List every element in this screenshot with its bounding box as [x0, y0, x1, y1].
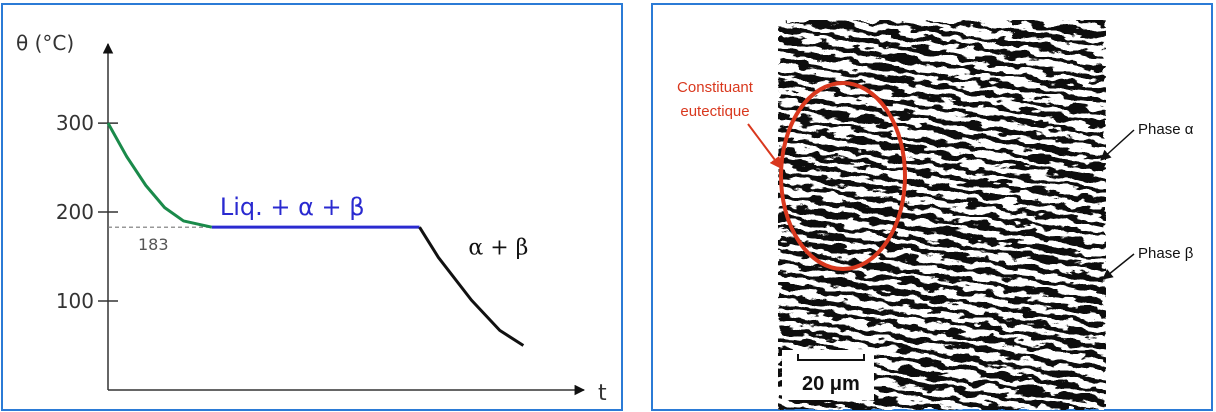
- phase-arrow: [1100, 129, 1135, 161]
- panel-frame: [1, 3, 623, 411]
- scale-bar: [797, 354, 865, 361]
- micrograph: 20 μm Constituant eutectique Phase α Pha…: [677, 20, 1194, 410]
- data-line: [106, 122, 213, 229]
- scale-bar-label: 20 μm: [802, 373, 860, 395]
- annotation-arrow: [747, 123, 782, 169]
- annotation: Constituant: [677, 79, 754, 96]
- phase-arrow: [1102, 253, 1135, 280]
- phase-label: Phase β: [1138, 245, 1194, 262]
- y-axis-label: θ (°C): [16, 31, 74, 55]
- chart: θ (°C) t 100 200 300 183 Liq. + α + β α + β: [16, 31, 607, 406]
- highlight-ellipse: [779, 81, 907, 271]
- x-axis-label: t: [598, 381, 607, 406]
- data-line: [418, 226, 525, 347]
- series-label: α + β: [468, 235, 528, 260]
- series-label: Liq. + α + β: [220, 193, 365, 221]
- y-tick-label: 300: [56, 111, 94, 135]
- y-tick-label: 200: [56, 200, 94, 224]
- annotation: eutectique: [680, 103, 749, 120]
- reference-label: 183: [138, 235, 169, 254]
- phase-label: Phase α: [1138, 121, 1194, 138]
- y-tick-label: 100: [56, 289, 94, 313]
